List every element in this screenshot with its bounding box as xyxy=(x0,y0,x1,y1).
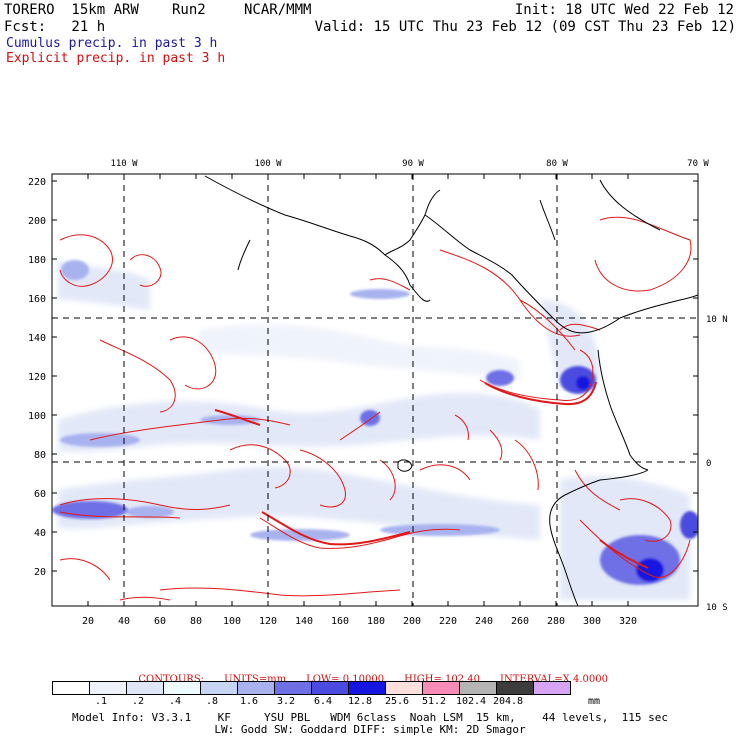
legend-swatch xyxy=(53,682,90,694)
x-tick-label: 200 xyxy=(403,616,421,627)
lon-label-100w: 100 W xyxy=(254,159,282,169)
y-tick-label: 140 xyxy=(28,333,46,344)
color-legend xyxy=(52,681,571,695)
contour-prefix: CONTOURS: xyxy=(138,674,205,685)
contour-info: CONTOURS: UNITS=mm LOW= 0.10000 HIGH= 102.4… xyxy=(0,663,740,685)
legend-label: 25.6 xyxy=(384,696,410,707)
legend-label: .8 xyxy=(205,696,219,707)
axis-ticks xyxy=(52,174,698,606)
x-tick-label: 180 xyxy=(367,616,385,627)
x-tick-label: 120 xyxy=(259,616,277,627)
lat-label-10s: 10 S xyxy=(706,603,728,613)
legend-unit: mm xyxy=(587,696,601,707)
valid-time: Valid: 15 UTC Thu 23 Feb 12 (09 CST Thu … xyxy=(314,19,736,35)
model-info-line1: Model Info: V3.3.1 KF YSU PBL WDM 6class… xyxy=(71,711,669,724)
lon-label-80w: 80 W xyxy=(546,159,568,169)
x-tick-label: 260 xyxy=(511,616,529,627)
legend-swatch xyxy=(90,682,127,694)
x-tick-label: 160 xyxy=(331,616,349,627)
x-tick-label: 220 xyxy=(439,616,457,627)
legend-swatch xyxy=(386,682,423,694)
y-tick-label: 120 xyxy=(28,372,46,383)
legend-label: 204.8 xyxy=(492,696,524,707)
x-tick-label: 40 xyxy=(118,616,130,627)
cumulus-precip-shading xyxy=(58,260,690,600)
legend-swatch xyxy=(423,682,460,694)
y-tick-label: 40 xyxy=(34,528,46,539)
legend-label: 6.4 xyxy=(313,696,333,707)
y-tick-label: 60 xyxy=(34,489,46,500)
y-tick-label: 200 xyxy=(28,216,46,227)
legend-swatch xyxy=(349,682,386,694)
y-tick-label: 80 xyxy=(34,450,46,461)
y-tick-label: 20 xyxy=(34,567,46,578)
cumulus-precip-cores xyxy=(52,260,698,585)
precip-map: 110 W 100 W 90 W 80 W 70 W 10 N 0 10 S 2… xyxy=(28,159,728,627)
lat-label-10n: 10 N xyxy=(706,315,728,325)
y-tick-label: 160 xyxy=(28,294,46,305)
contour-interval: INTERVAL=X 4.0000 xyxy=(500,674,608,685)
legend-swatch xyxy=(534,682,570,694)
map-frame xyxy=(51,173,699,607)
legend-swatch xyxy=(497,682,534,694)
x-tick-label: 80 xyxy=(190,616,202,627)
org-label: NCAR/MMM xyxy=(244,2,312,18)
x-tick-label: 60 xyxy=(154,616,166,627)
y-tick-label: 220 xyxy=(28,177,46,188)
x-tick-label: 20 xyxy=(82,616,94,627)
contour-high: HIGH= 102.40 xyxy=(404,674,481,685)
run-label: Run2 xyxy=(172,2,206,18)
x-tick-label: 320 xyxy=(619,616,637,627)
legend-labels: .1 .2 .4 .8 1.6 3.2 6.4 12.8 25.6 51.2 102.4 204.8 m… xyxy=(52,696,740,708)
legend-swatch xyxy=(201,682,238,694)
init-time: Init: 18 UTC Wed 22 Feb 12 xyxy=(514,2,734,18)
y-tick-label: 100 xyxy=(28,411,46,422)
lon-label-90w: 90 W xyxy=(402,159,424,169)
contour-low: LOW= 0.10000 xyxy=(306,674,385,685)
legend-label: .2 xyxy=(131,696,145,707)
x-tick-label: 140 xyxy=(295,616,313,627)
legend-swatch xyxy=(164,682,201,694)
explicit-field-label: Explicit precip. in past 3 h xyxy=(6,51,226,66)
legend-label: 51.2 xyxy=(421,696,447,707)
cumulus-field-label: Cumulus precip. in past 3 h xyxy=(6,36,218,51)
legend-label: .1 xyxy=(94,696,108,707)
legend-swatch xyxy=(312,682,349,694)
y-tick-label: 180 xyxy=(28,255,46,266)
x-tick-label: 100 xyxy=(223,616,241,627)
legend-swatch xyxy=(127,682,164,694)
model-title: TORERO 15km ARW xyxy=(4,2,139,18)
contour-units: UNITS=mm xyxy=(224,674,287,685)
forecast-hour: Fcst: 21 h xyxy=(4,19,106,35)
legend-label: 12.8 xyxy=(347,696,373,707)
model-info-line2: LW: Godd SW: Goddard DIFF: simple KM: 2D… xyxy=(214,723,526,736)
lon-label-70w: 70 W xyxy=(687,159,709,169)
x-tick-label: 240 xyxy=(475,616,493,627)
legend-label: 102.4 xyxy=(455,696,487,707)
lat-label-0: 0 xyxy=(706,459,711,469)
lat-lon-grid xyxy=(52,174,698,606)
legend-swatch xyxy=(275,682,312,694)
legend-label: .4 xyxy=(168,696,182,707)
lon-label-110w: 110 W xyxy=(110,159,138,169)
x-tick-label: 300 xyxy=(583,616,601,627)
legend-label: 1.6 xyxy=(239,696,259,707)
legend-label: 3.2 xyxy=(276,696,296,707)
x-tick-label: 280 xyxy=(547,616,565,627)
legend-swatch xyxy=(460,682,497,694)
explicit-precip-contours xyxy=(59,216,692,601)
legend-swatch xyxy=(238,682,275,694)
